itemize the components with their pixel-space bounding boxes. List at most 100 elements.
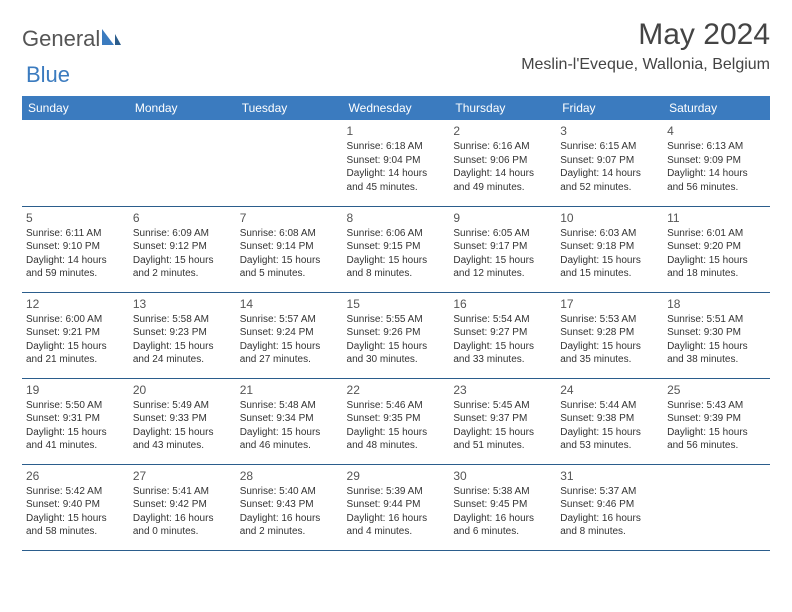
calendar-day-cell: 15Sunrise: 5:55 AM Sunset: 9:26 PM Dayli… xyxy=(343,292,450,378)
calendar-week-row: 5 Sunrise: 6:11 AM Sunset: 9:10 PM Daylig… xyxy=(22,206,770,292)
logo-text-general: General xyxy=(22,26,100,52)
day-number: 24 xyxy=(560,383,657,397)
day-sun-info: Sunrise: 5:49 AM Sunset: 9:33 PM Dayligh… xyxy=(133,399,230,453)
calendar-day-cell: 28 Sunrise: 5:40 AM Sunset: 9:43 PM Dayli… xyxy=(236,464,343,550)
logo-text-blue: Blue xyxy=(26,62,70,87)
calendar-day-cell: 16 Sunrise: 5:54 AM Sunset: 9:27 PM Dayli… xyxy=(449,292,556,378)
day-number: 6 xyxy=(133,211,230,225)
calendar-day-cell: 7Sunrise: 6:08 AM Sunset: 9:14 PM Daylig… xyxy=(236,206,343,292)
logo-sail-icon xyxy=(100,27,122,52)
calendar-day-cell xyxy=(663,464,770,550)
calendar-day-cell: 10 Sunrise: 6:03 AM Sunset: 9:18 PM Dayli… xyxy=(556,206,663,292)
day-number: 14 xyxy=(240,297,337,311)
calendar-day-cell: 17 Sunrise: 5:53 AM Sunset: 9:28 PM Dayli… xyxy=(556,292,663,378)
day-number: 30 xyxy=(453,469,550,483)
calendar-day-cell: 13 Sunrise: 5:58 AM Sunset: 9:23 PM Dayli… xyxy=(129,292,236,378)
day-sun-info: Sunrise: 5:54 AM Sunset: 9:27 PM Dayligh… xyxy=(453,313,550,367)
calendar-day-cell: 3 Sunrise: 6:15 AM Sunset: 9:07 PM Daylig… xyxy=(556,120,663,206)
day-sun-info: Sunrise: 6:18 AM Sunset: 9:04 PM Dayligh… xyxy=(347,140,444,194)
day-number: 12 xyxy=(26,297,123,311)
day-number: 26 xyxy=(26,469,123,483)
day-sun-info: Sunrise: 5:55 AM Sunset: 9:26 PM Dayligh… xyxy=(347,313,444,367)
day-sun-info: Sunrise: 5:50 AM Sunset: 9:31 PM Dayligh… xyxy=(26,399,123,453)
day-sun-info: Sunrise: 5:58 AM Sunset: 9:23 PM Dayligh… xyxy=(133,313,230,367)
day-header-friday: Friday xyxy=(556,96,663,120)
day-number: 20 xyxy=(133,383,230,397)
day-sun-info: Sunrise: 5:53 AM Sunset: 9:28 PM Dayligh… xyxy=(560,313,657,367)
day-header-monday: Monday xyxy=(129,96,236,120)
day-sun-info: Sunrise: 6:05 AM Sunset: 9:17 PM Dayligh… xyxy=(453,227,550,281)
calendar-day-cell: 26 Sunrise: 5:42 AM Sunset: 9:40 PM Dayli… xyxy=(22,464,129,550)
calendar-day-cell: 6 Sunrise: 6:09 AM Sunset: 9:12 PM Daylig… xyxy=(129,206,236,292)
day-number: 5 xyxy=(26,211,123,225)
title-block: May 2024 Meslin-l'Eveque, Wallonia, Belg… xyxy=(521,18,770,74)
calendar-day-cell: 23Sunrise: 5:45 AM Sunset: 9:37 PM Dayli… xyxy=(449,378,556,464)
calendar-day-cell: 24 Sunrise: 5:44 AM Sunset: 9:38 PM Dayli… xyxy=(556,378,663,464)
day-sun-info: Sunrise: 6:11 AM Sunset: 9:10 PM Dayligh… xyxy=(26,227,123,281)
calendar-day-cell: 18Sunrise: 5:51 AM Sunset: 9:30 PM Dayli… xyxy=(663,292,770,378)
day-header-sunday: Sunday xyxy=(22,96,129,120)
calendar-day-cell xyxy=(129,120,236,206)
day-number: 29 xyxy=(347,469,444,483)
day-sun-info: Sunrise: 6:13 AM Sunset: 9:09 PM Dayligh… xyxy=(667,140,764,194)
day-header-thursday: Thursday xyxy=(449,96,556,120)
calendar-day-cell: 8Sunrise: 6:06 AM Sunset: 9:15 PM Daylig… xyxy=(343,206,450,292)
day-sun-info: Sunrise: 5:44 AM Sunset: 9:38 PM Dayligh… xyxy=(560,399,657,453)
calendar-day-cell: 1 Sunrise: 6:18 AM Sunset: 9:04 PM Daylig… xyxy=(343,120,450,206)
day-sun-info: Sunrise: 6:09 AM Sunset: 9:12 PM Dayligh… xyxy=(133,227,230,281)
day-number: 10 xyxy=(560,211,657,225)
calendar-day-cell: 14 Sunrise: 5:57 AM Sunset: 9:24 PM Dayli… xyxy=(236,292,343,378)
day-number: 1 xyxy=(347,124,444,138)
calendar-week-row: 19 Sunrise: 5:50 AM Sunset: 9:31 PM Dayli… xyxy=(22,378,770,464)
day-number: 9 xyxy=(453,211,550,225)
calendar-week-row: 12 Sunrise: 6:00 AM Sunset: 9:21 PM Dayli… xyxy=(22,292,770,378)
calendar-grid: Sunday Monday Tuesday Wednesday Thursday… xyxy=(22,96,770,551)
day-number: 31 xyxy=(560,469,657,483)
day-sun-info: Sunrise: 5:46 AM Sunset: 9:35 PM Dayligh… xyxy=(347,399,444,453)
day-number: 25 xyxy=(667,383,764,397)
day-number: 17 xyxy=(560,297,657,311)
day-header-row: Sunday Monday Tuesday Wednesday Thursday… xyxy=(22,96,770,120)
calendar-day-cell: 4 Sunrise: 6:13 AM Sunset: 9:09 PM Daylig… xyxy=(663,120,770,206)
day-sun-info: Sunrise: 6:00 AM Sunset: 9:21 PM Dayligh… xyxy=(26,313,123,367)
day-sun-info: Sunrise: 5:43 AM Sunset: 9:39 PM Dayligh… xyxy=(667,399,764,453)
day-number: 16 xyxy=(453,297,550,311)
day-header-wednesday: Wednesday xyxy=(343,96,450,120)
day-sun-info: Sunrise: 5:42 AM Sunset: 9:40 PM Dayligh… xyxy=(26,485,123,539)
calendar-day-cell: 25 Sunrise: 5:43 AM Sunset: 9:39 PM Dayli… xyxy=(663,378,770,464)
calendar-page: General May 2024 Meslin-l'Eveque, Wallon… xyxy=(0,0,792,569)
day-sun-info: Sunrise: 5:51 AM Sunset: 9:30 PM Dayligh… xyxy=(667,313,764,367)
day-number: 19 xyxy=(26,383,123,397)
calendar-day-cell: 11 Sunrise: 6:01 AM Sunset: 9:20 PM Dayli… xyxy=(663,206,770,292)
day-number: 2 xyxy=(453,124,550,138)
day-sun-info: Sunrise: 5:41 AM Sunset: 9:42 PM Dayligh… xyxy=(133,485,230,539)
day-sun-info: Sunrise: 5:45 AM Sunset: 9:37 PM Dayligh… xyxy=(453,399,550,453)
day-number: 28 xyxy=(240,469,337,483)
day-number: 3 xyxy=(560,124,657,138)
calendar-day-cell xyxy=(22,120,129,206)
day-sun-info: Sunrise: 5:48 AM Sunset: 9:34 PM Dayligh… xyxy=(240,399,337,453)
day-sun-info: Sunrise: 5:57 AM Sunset: 9:24 PM Dayligh… xyxy=(240,313,337,367)
logo: General xyxy=(22,18,124,52)
day-number: 4 xyxy=(667,124,764,138)
calendar-day-cell: 31Sunrise: 5:37 AM Sunset: 9:46 PM Dayli… xyxy=(556,464,663,550)
calendar-week-row: 1 Sunrise: 6:18 AM Sunset: 9:04 PM Daylig… xyxy=(22,120,770,206)
month-title: May 2024 xyxy=(521,18,770,52)
day-number: 13 xyxy=(133,297,230,311)
location-subtitle: Meslin-l'Eveque, Wallonia, Belgium xyxy=(521,56,770,74)
calendar-day-cell: 22 Sunrise: 5:46 AM Sunset: 9:35 PM Dayli… xyxy=(343,378,450,464)
day-number: 8 xyxy=(347,211,444,225)
day-number: 22 xyxy=(347,383,444,397)
calendar-day-cell: 9 Sunrise: 6:05 AM Sunset: 9:17 PM Daylig… xyxy=(449,206,556,292)
day-number: 11 xyxy=(667,211,764,225)
day-sun-info: Sunrise: 6:01 AM Sunset: 9:20 PM Dayligh… xyxy=(667,227,764,281)
calendar-day-cell: 12 Sunrise: 6:00 AM Sunset: 9:21 PM Dayli… xyxy=(22,292,129,378)
day-sun-info: Sunrise: 6:15 AM Sunset: 9:07 PM Dayligh… xyxy=(560,140,657,194)
day-sun-info: Sunrise: 6:16 AM Sunset: 9:06 PM Dayligh… xyxy=(453,140,550,194)
calendar-day-cell xyxy=(236,120,343,206)
day-sun-info: Sunrise: 6:03 AM Sunset: 9:18 PM Dayligh… xyxy=(560,227,657,281)
calendar-day-cell: 21Sunrise: 5:48 AM Sunset: 9:34 PM Dayli… xyxy=(236,378,343,464)
day-sun-info: Sunrise: 5:40 AM Sunset: 9:43 PM Dayligh… xyxy=(240,485,337,539)
calendar-day-cell: 20 Sunrise: 5:49 AM Sunset: 9:33 PM Dayli… xyxy=(129,378,236,464)
calendar-day-cell: 27Sunrise: 5:41 AM Sunset: 9:42 PM Dayli… xyxy=(129,464,236,550)
